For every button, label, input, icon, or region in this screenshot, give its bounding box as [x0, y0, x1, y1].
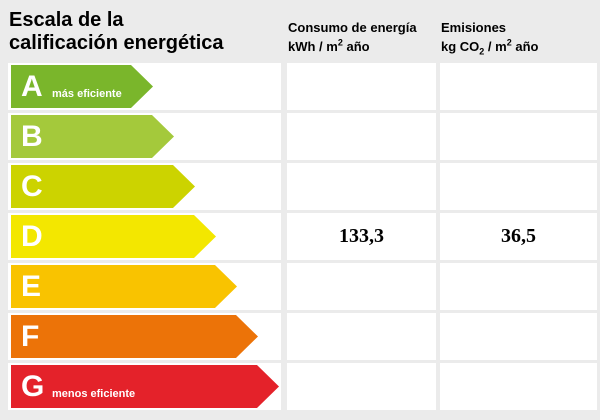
energy-header-label: Consumo de energía — [288, 20, 417, 35]
scale-title: Escala de la calificación energética — [9, 9, 224, 55]
band-cell: E — [8, 263, 281, 310]
emissions-value-cell — [440, 163, 597, 210]
rating-label: más eficiente — [52, 88, 122, 100]
rating-arrow-d: D — [11, 215, 216, 258]
rating-letter: C — [21, 170, 43, 203]
rating-letter: G — [21, 370, 45, 403]
rating-letter: B — [21, 120, 43, 153]
emissions-value-cell — [440, 63, 597, 110]
scale-title-line1: Escala de la — [9, 9, 124, 31]
energy-value-cell: 133,3 — [287, 213, 436, 260]
rating-letter: D — [21, 220, 43, 253]
rating-letter: E — [21, 270, 42, 303]
emissions-value-cell: 36,5 — [440, 213, 597, 260]
emissions-value-cell — [440, 313, 597, 360]
energy-header-unit: kWh / m2 año — [288, 37, 370, 54]
rating-row-e: E — [8, 263, 598, 310]
band-cell: F — [8, 313, 281, 360]
energy-value-cell — [287, 163, 436, 210]
scale-title-line2: calificación energética — [9, 32, 224, 54]
rating-arrow-c: C — [11, 165, 195, 208]
energy-value-cell — [287, 263, 436, 310]
energy-column-header: Consumo de energía kWh / m2 año — [288, 18, 417, 56]
energy-value-cell — [287, 313, 436, 360]
emissions-value-cell — [440, 113, 597, 160]
rating-arrow-b: B — [11, 115, 174, 158]
rating-row-b: B — [8, 113, 598, 160]
emissions-header-unit: kg CO2 / m2 año — [441, 37, 539, 57]
rating-row-f: F — [8, 313, 598, 360]
rating-row-c: C — [8, 163, 598, 210]
energy-value-cell — [287, 63, 436, 110]
energy-value-cell — [287, 113, 436, 160]
rating-letter: A — [21, 70, 43, 103]
emissions-header-label: Emisiones — [441, 20, 507, 35]
emissions-value-cell — [440, 363, 597, 410]
rating-label: menos eficiente — [52, 388, 136, 400]
emissions-column-header: Emisiones kg CO2 / m2 año — [441, 18, 538, 56]
band-cell: B — [8, 113, 281, 160]
rating-letter: F — [21, 320, 40, 353]
band-cell: D — [8, 213, 281, 260]
band-cell: C — [8, 163, 281, 210]
emissions-value-cell — [440, 263, 597, 310]
rating-arrow-f: F — [11, 315, 258, 358]
rating-arrow-e: E — [11, 265, 237, 308]
energy-value-cell — [287, 363, 436, 410]
rating-row-d: D 133,3 36,5 — [8, 213, 598, 260]
